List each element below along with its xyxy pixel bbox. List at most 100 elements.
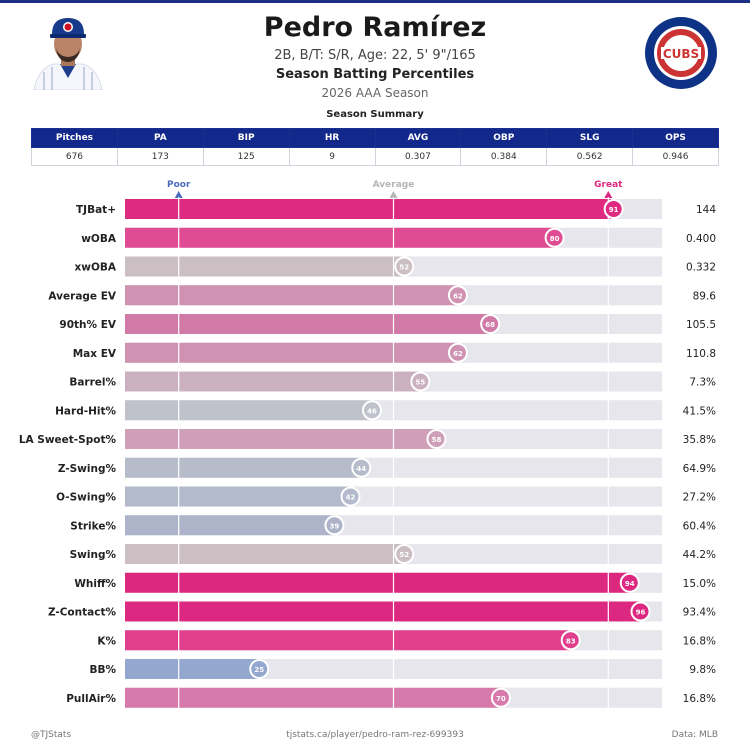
- summary-header-cell: BIP: [202, 128, 290, 148]
- percentile-value: 62: [453, 292, 463, 300]
- percentile-circle: [544, 227, 565, 248]
- percentile-bar: [125, 285, 458, 306]
- summary-header-row: Pitches PA BIP HR AVG OBP SLG OPS: [31, 128, 719, 148]
- percentile-circle: [490, 687, 511, 708]
- percentile-value: 25: [254, 666, 264, 674]
- percentile-circle: [447, 342, 468, 363]
- category-label: Barrel%: [69, 377, 116, 389]
- stat-value: 16.8%: [683, 693, 716, 705]
- percentile-value: 62: [453, 350, 463, 358]
- category-label: Average EV: [48, 290, 116, 302]
- percentile-bar: [125, 515, 335, 536]
- stat-value: 9.8%: [689, 664, 716, 676]
- footer-source: Data: MLB: [671, 730, 718, 740]
- percentile-value: 70: [496, 695, 506, 703]
- percentile-circle: [630, 601, 651, 622]
- percentile-bar: [125, 199, 614, 219]
- percentile-circle: [480, 314, 501, 334]
- percentile-bar: [125, 659, 260, 679]
- percentile-value: 83: [566, 637, 576, 645]
- player-headshot: [30, 12, 106, 90]
- summary-header-cell: AVG: [374, 128, 462, 148]
- percentile-value: 96: [636, 609, 646, 617]
- percentile-bar: [125, 687, 501, 708]
- percentile-circle: [447, 285, 468, 306]
- stat-value: 27.2%: [683, 492, 716, 504]
- summary-header-cell: Pitches: [31, 128, 118, 148]
- summary-value-cell: 0.562: [546, 147, 634, 166]
- reference-marker: [604, 191, 613, 198]
- percentile-circle: [394, 256, 415, 277]
- stat-value: 60.4%: [683, 520, 716, 532]
- player-name: Pedro Ramírez: [263, 12, 487, 43]
- stat-value: 16.8%: [683, 635, 716, 647]
- percentile-value: 55: [415, 379, 425, 387]
- category-label: xwOBA: [74, 262, 116, 274]
- percentile-bar: [125, 601, 641, 622]
- percentile-value: 39: [330, 522, 340, 530]
- summary-header-cell: PA: [116, 128, 204, 148]
- footer-handle: @TJStats: [31, 730, 72, 740]
- percentile-circle: [560, 630, 581, 651]
- category-label: Whiff%: [74, 578, 116, 590]
- percentile-circle: [249, 659, 270, 679]
- category-label: Z-Contact%: [48, 607, 117, 619]
- stat-value: 89.6: [693, 290, 717, 302]
- stat-value: 35.8%: [683, 434, 716, 446]
- percentile-circle: [619, 572, 640, 593]
- percentile-value: 91: [609, 206, 619, 214]
- stat-value: 15.0%: [683, 578, 716, 590]
- top-border: [0, 0, 750, 3]
- reference-label: Average: [373, 180, 415, 190]
- percentile-value: 46: [367, 407, 377, 415]
- percentile-bar: [125, 227, 555, 248]
- percentile-circle: [410, 371, 431, 392]
- stat-value: 105.5: [686, 319, 716, 331]
- summary-header-cell: OBP: [460, 128, 548, 148]
- percentile-circle: [340, 486, 361, 507]
- summary-value-cell: 676: [31, 147, 118, 166]
- summary-header-cell: SLG: [546, 128, 634, 148]
- logo-text: CUBS: [663, 47, 699, 61]
- category-label: TJBat+: [76, 204, 116, 216]
- percentile-bar: [125, 342, 458, 363]
- stat-value: 0.332: [686, 262, 716, 274]
- summary-value-cell: 9: [288, 147, 376, 166]
- percentile-bar: [125, 371, 421, 392]
- category-label: 90th% EV: [59, 319, 116, 331]
- summary-value-cell: 125: [202, 147, 290, 166]
- summary-title: Season Summary: [326, 109, 424, 120]
- summary-header-cell: HR: [288, 128, 376, 148]
- percentile-bar: [125, 572, 630, 593]
- player-bio: 2B, B/T: S/R, Age: 22, 5' 9"/165: [274, 48, 476, 63]
- category-label: O-Swing%: [56, 492, 116, 504]
- stat-value: 93.4%: [683, 607, 716, 619]
- percentile-value: 94: [625, 580, 635, 588]
- percentile-bar: [125, 486, 351, 507]
- summary-header-cell: OPS: [632, 128, 719, 148]
- category-label: K%: [97, 635, 116, 647]
- reference-label: Great: [594, 180, 623, 190]
- percentile-circle: [603, 199, 624, 219]
- percentile-bar: [125, 429, 437, 449]
- footer-url: tjstats.ca/player/pedro-ram-rez-699393: [286, 730, 464, 740]
- stat-value: 0.400: [686, 233, 716, 245]
- percentile-value: 52: [399, 551, 409, 559]
- percentile-value: 80: [550, 235, 560, 243]
- stat-value: 41.5%: [683, 405, 716, 417]
- percentile-circle: [351, 457, 372, 478]
- reference-marker: [174, 191, 183, 198]
- stat-value: 144: [696, 204, 716, 216]
- percentile-value: 68: [485, 321, 495, 329]
- stat-value: 44.2%: [683, 549, 716, 561]
- summary-value-row: 676 173 125 9 0.307 0.384 0.562 0.946: [31, 147, 719, 166]
- summary-value-cell: 0.307: [374, 147, 462, 166]
- category-label: Strike%: [70, 520, 116, 532]
- summary-value-cell: 173: [116, 147, 204, 166]
- team-logo: CUBS: [645, 17, 717, 89]
- percentile-bar: [125, 400, 373, 421]
- report-title: Season Batting Percentiles: [275, 67, 475, 82]
- category-label: LA Sweet-Spot%: [19, 434, 117, 446]
- category-label: Hard-Hit%: [55, 405, 116, 417]
- percentile-value: 44: [356, 465, 366, 473]
